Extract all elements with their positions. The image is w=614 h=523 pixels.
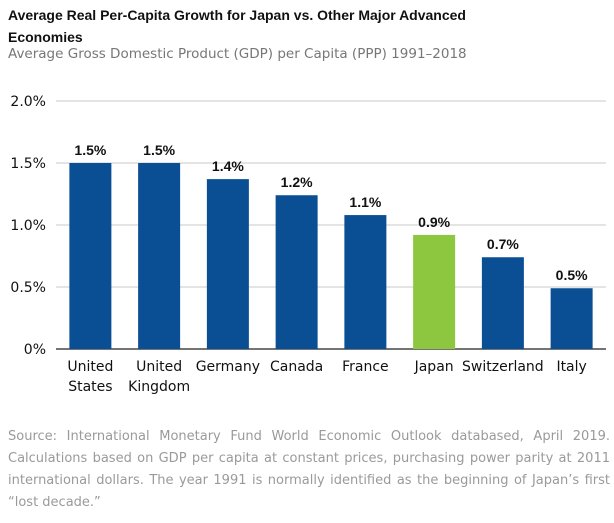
x-tick-label: Switzerland (462, 359, 544, 375)
data-label: 0.9% (418, 214, 450, 230)
bar (69, 163, 112, 349)
x-tick-label: United (67, 359, 113, 375)
data-label: 1.1% (349, 194, 381, 210)
data-label: 1.4% (212, 158, 244, 174)
y-tick-label: 2.0% (10, 94, 46, 110)
chart-title: Average Real Per-Capita Growth for Japan… (8, 4, 568, 48)
x-tick-label: Kingdom (128, 379, 190, 395)
bar (275, 195, 318, 349)
y-tick-label: 1.0% (10, 218, 46, 234)
x-tick-label: Italy (556, 359, 586, 375)
bar (550, 288, 593, 349)
x-tick-label: France (342, 359, 389, 375)
bar-chart: 0% 0.5% 1.0% 1.5% 2.0% 1.5% United States 1.5% Un… (10, 94, 606, 395)
bar (206, 179, 249, 349)
data-label: 1.5% (74, 142, 106, 158)
bar (481, 257, 524, 349)
chart-title-line-2: Economies (8, 29, 83, 45)
x-tick-label: States (68, 379, 112, 395)
chart-subtitle: Average Gross Domestic Product (GDP) per… (8, 46, 467, 62)
source-note: Source: International Monetary Fund Worl… (8, 429, 610, 510)
x-tick-label: Canada (270, 359, 323, 375)
data-label: 1.5% (143, 142, 175, 158)
x-tick-label: United (136, 359, 182, 375)
chart-title-line-1: Average Real Per-Capita Growth for Japan… (8, 7, 466, 23)
y-tick-label: 1.5% (10, 156, 46, 172)
bar (344, 215, 387, 349)
x-tick-label: Japan (414, 359, 454, 375)
data-label: 0.7% (487, 236, 519, 252)
y-tick-label: 0.5% (10, 280, 46, 296)
x-tick-label: Germany (196, 359, 260, 375)
data-label: 0.5% (556, 267, 588, 283)
y-tick-label: 0% (24, 342, 46, 358)
data-label: 1.2% (281, 174, 313, 190)
bar (138, 163, 181, 349)
bar (413, 234, 456, 349)
